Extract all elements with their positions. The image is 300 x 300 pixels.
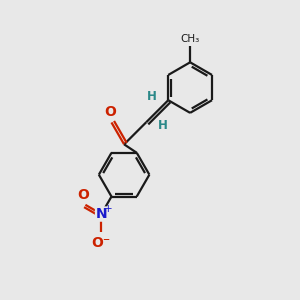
Text: CH₃: CH₃ bbox=[181, 34, 200, 44]
Text: N: N bbox=[96, 207, 107, 221]
Text: O: O bbox=[104, 105, 116, 119]
Text: H: H bbox=[158, 119, 167, 132]
Text: O: O bbox=[78, 188, 90, 202]
Text: H: H bbox=[147, 90, 157, 103]
Text: +: + bbox=[103, 204, 112, 214]
Text: O⁻: O⁻ bbox=[92, 236, 111, 250]
